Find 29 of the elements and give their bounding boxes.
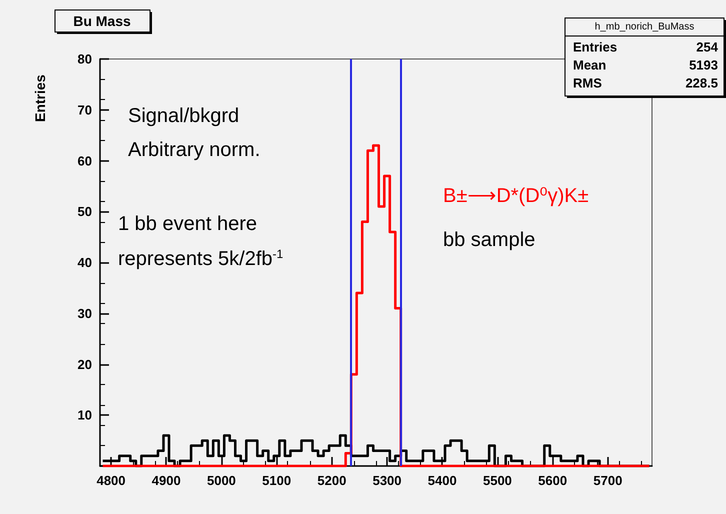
annotation: B±⟶D*(D⁰γ)K± <box>443 185 589 207</box>
x-tick-label: 5700 <box>593 473 622 488</box>
chart-title: Bu Mass <box>73 13 131 29</box>
y-tick-label: 70 <box>78 102 92 118</box>
annotation: bb sample <box>443 229 536 251</box>
y-tick-label: 10 <box>78 408 92 423</box>
x-tick-label: 5400 <box>428 473 457 488</box>
y-tick-label: 80 <box>78 52 92 66</box>
annotation: 1 bb event here <box>118 213 257 235</box>
x-tick-label: 5000 <box>206 473 236 488</box>
text: RMS 228.5 <box>573 76 718 90</box>
text: Mean 5193 <box>573 58 718 72</box>
x-tick-label: 4800 <box>96 473 126 488</box>
x-tick-label: 5600 <box>538 473 568 488</box>
y-tick-label: 50 <box>78 204 92 220</box>
x-tick-label: 5100 <box>262 473 292 488</box>
y-axis-title: Entries <box>32 74 48 122</box>
text: h_mb_norich_BuMass <box>594 22 694 32</box>
y-tick-label: 60 <box>78 153 92 168</box>
y-tick-label: 20 <box>78 356 92 372</box>
x-tick-label: 5200 <box>317 473 346 488</box>
annotation: Arbitrary norm. <box>128 139 260 161</box>
text: Entries 254 <box>573 40 718 54</box>
y-tick-label: 30 <box>78 306 92 321</box>
x-tick-label: 5300 <box>372 473 402 488</box>
annotation: Signal/bkgrd <box>128 105 240 127</box>
x-tick-label: 5500 <box>482 473 512 488</box>
y-tick-label: 40 <box>78 255 92 270</box>
x-tick-label: 4900 <box>152 473 181 488</box>
